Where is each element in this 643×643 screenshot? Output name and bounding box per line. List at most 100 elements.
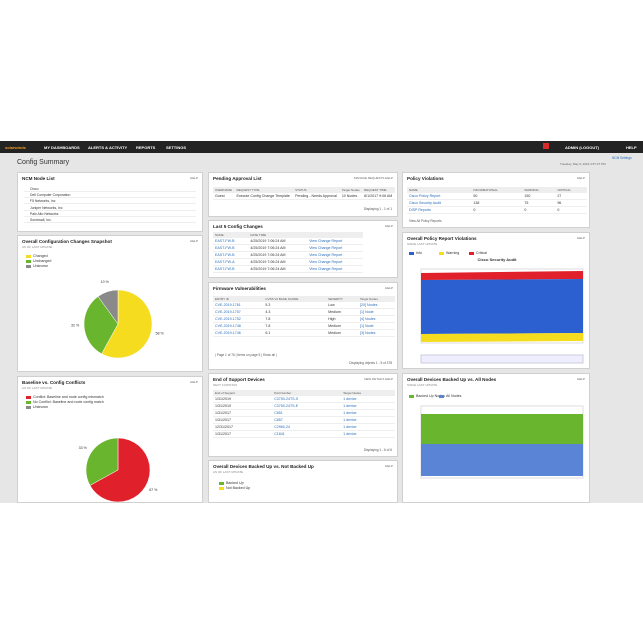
column-header: USERNAME bbox=[213, 187, 235, 193]
column-header: DATE TIME bbox=[248, 232, 308, 238]
cell[interactable]: CVE-2019-1752 bbox=[213, 315, 264, 323]
cell[interactable]: C857 bbox=[272, 416, 342, 424]
cell[interactable]: C3750-24TS-E bbox=[272, 402, 342, 410]
node-name: Palo Alto Networks bbox=[30, 211, 59, 216]
slice-label: 67 % bbox=[149, 488, 158, 492]
node-item[interactable]: Dell Computer Corporation bbox=[24, 193, 196, 199]
cell[interactable]: Cisco Policy Report bbox=[407, 193, 472, 200]
node-item[interactable]: Cisco bbox=[24, 187, 196, 192]
help-link[interactable]: HELP bbox=[577, 377, 585, 381]
cell[interactable]: CVE-2019-1748 bbox=[213, 322, 264, 330]
footer-link[interactable]: View All Policy Reports bbox=[409, 219, 442, 223]
cell[interactable]: C851 bbox=[272, 409, 342, 417]
panel-subtitle: NEXT 3 MONTHS bbox=[213, 383, 238, 387]
help-link[interactable]: HELP bbox=[577, 176, 585, 180]
legend-label: Changed bbox=[33, 254, 48, 258]
cell[interactable]: EAST-FW-A bbox=[213, 258, 249, 266]
cell: 4/25/2019 7:06:24 AM bbox=[248, 238, 308, 245]
cell[interactable]: DISP Reports bbox=[407, 206, 472, 214]
help-link[interactable]: HELP bbox=[190, 176, 198, 180]
cell[interactable]: EAST-FW-B bbox=[213, 251, 249, 259]
node-item[interactable]: Juniper Networks, Inc bbox=[24, 206, 196, 211]
menu[interactable]: MY DASHBOARDS bbox=[44, 145, 80, 150]
area-chart bbox=[420, 268, 584, 364]
row: EAST-FW-A 4/25/2019 7:06:24 AM View Change… bbox=[213, 258, 363, 266]
brand: solarwinds bbox=[5, 145, 26, 150]
cell[interactable]: View Change Report bbox=[307, 265, 363, 273]
help-link[interactable]: HELP bbox=[190, 239, 198, 243]
help-link[interactable]: HELP bbox=[385, 464, 393, 468]
menu[interactable]: REPORTS bbox=[136, 145, 156, 150]
column-header bbox=[307, 232, 363, 238]
page-title: Config Summary bbox=[17, 159, 70, 166]
panel-title: Last 5 Config Changes bbox=[213, 224, 263, 229]
cell[interactable]: [20] Nodes bbox=[358, 302, 395, 309]
legend-swatch bbox=[26, 264, 31, 268]
pager: Displaying 1 - 1 of 1 bbox=[363, 207, 392, 211]
row: CVE-2019-1746 6.1 Medium [3] Nodes bbox=[213, 329, 395, 337]
area-critical bbox=[421, 271, 583, 280]
node-name: Cisco bbox=[30, 187, 39, 191]
user[interactable]: ADMIN (LOGOUT) bbox=[565, 145, 599, 150]
panel-title: Overall Devices Backed Up vs. Not Backed… bbox=[213, 464, 314, 469]
chart-title: Cisco Security Audit bbox=[477, 257, 517, 262]
cell[interactable]: CVE-2019-1757 bbox=[213, 308, 264, 316]
cell[interactable]: View Change Report bbox=[307, 244, 363, 252]
table: ENTRY ID CVSS V2 BASE SCORE SEVERITY Target… bbox=[213, 296, 395, 337]
cell[interactable]: EAST-FW-B bbox=[213, 238, 249, 245]
cell[interactable]: View Change Report bbox=[307, 258, 363, 266]
cell[interactable]: [4] Nodes bbox=[358, 315, 395, 323]
cell: Low bbox=[326, 302, 358, 309]
settings-link[interactable]: NCM Settings bbox=[612, 156, 632, 160]
cell[interactable]: View Change Report bbox=[307, 251, 363, 259]
panel-subtitle: AS OF LAST UPDATE bbox=[213, 470, 244, 474]
cell[interactable]: View Change Report bbox=[307, 238, 363, 245]
cell[interactable]: 1 device bbox=[341, 423, 395, 431]
alert-icon[interactable] bbox=[543, 143, 549, 149]
pager: | Page 1 of 76 | Items on page 5 | Show … bbox=[215, 353, 277, 357]
legend-label: Unknown bbox=[33, 405, 48, 409]
cell[interactable]: [3] Nodes bbox=[358, 329, 395, 337]
cell[interactable]: CVE-2019-1761 bbox=[213, 302, 264, 309]
cell[interactable]: C1841 bbox=[272, 430, 342, 438]
menu[interactable]: ALERTS & ACTIVITY bbox=[88, 145, 128, 150]
cell[interactable]: C2960-24 bbox=[272, 423, 342, 431]
cell[interactable]: [1] Node bbox=[358, 308, 395, 316]
legend-item: Conflict: Baseline and node config misma… bbox=[26, 395, 104, 399]
table: USERNAME REQUEST TYPE STATUS Target Nodes RE… bbox=[213, 187, 395, 200]
legend-item: No Conflict: Baseline and node config ma… bbox=[26, 400, 104, 404]
cell[interactable]: 1 device bbox=[341, 402, 395, 410]
node-item[interactable]: F5 Networks, Inc bbox=[24, 199, 196, 205]
help[interactable]: HELP bbox=[626, 145, 637, 150]
help-link[interactable]: NEW DETAILS HELP bbox=[364, 377, 393, 381]
legend-label: No Conflict: Baseline and node config ma… bbox=[33, 400, 104, 404]
help-link[interactable]: HELP bbox=[385, 224, 393, 228]
cell: Medium bbox=[326, 329, 358, 337]
cell: 4/25/2019 7:06:24 AM bbox=[248, 244, 308, 252]
panel: Last 5 Config Changes HELP NODE DATE TIME EA… bbox=[208, 220, 398, 278]
panel-title: Overall Policy Report Violations bbox=[407, 236, 477, 241]
cell[interactable]: CVE-2019-1746 bbox=[213, 329, 264, 337]
cell[interactable]: 1 device bbox=[341, 430, 395, 438]
node-item[interactable]: Palo Alto Networks bbox=[24, 212, 196, 217]
cell[interactable]: 1 device bbox=[341, 409, 395, 417]
header-row: USERNAME REQUEST TYPE STATUS Target Nodes RE… bbox=[213, 187, 395, 193]
help-link[interactable]: HELP bbox=[385, 286, 393, 290]
cell[interactable]: Cisco Security Audit bbox=[407, 199, 472, 207]
help-link[interactable]: HELP bbox=[190, 380, 198, 384]
cell[interactable]: EAST-FW-B bbox=[213, 265, 249, 273]
help-link[interactable]: MANAGE REQUESTS HELP bbox=[353, 176, 393, 180]
cell[interactable]: 1 device bbox=[341, 416, 395, 424]
cell[interactable]: C3750-24TS-S bbox=[272, 396, 342, 403]
table: End of Support Part Number Target Nodes 1/3… bbox=[213, 390, 395, 438]
node-item[interactable]: Sonicwall, Inc. bbox=[24, 218, 196, 223]
column-header: WARNING bbox=[522, 187, 556, 193]
legend-label: Backed Up Nodes bbox=[416, 394, 445, 398]
help-link[interactable]: HELP bbox=[577, 236, 585, 240]
legend-swatch bbox=[26, 259, 31, 263]
cell[interactable]: 1 device bbox=[341, 396, 395, 403]
cell: 0 bbox=[471, 206, 523, 214]
cell[interactable]: EAST-FW-B bbox=[213, 244, 249, 252]
menu[interactable]: SETTINGS bbox=[166, 145, 187, 150]
cell[interactable]: [1] Node bbox=[358, 322, 395, 330]
